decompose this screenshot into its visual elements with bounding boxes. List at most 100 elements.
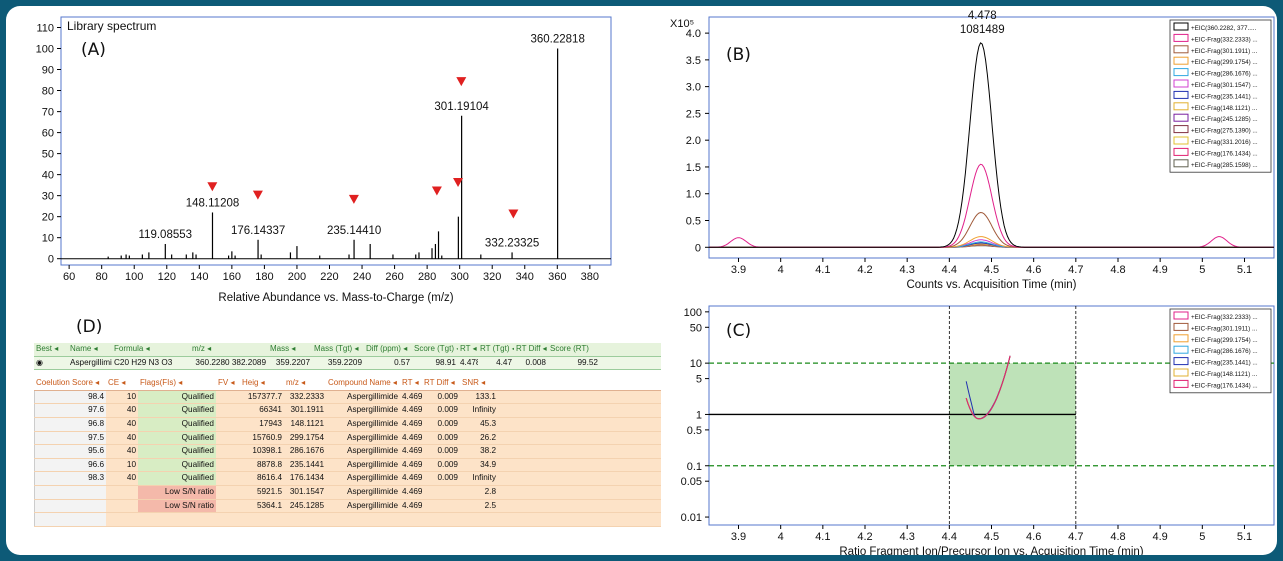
- fragment-marker: [508, 209, 519, 219]
- column-header[interactable]: Name ◂: [70, 344, 98, 353]
- x-axis-label-a: Relative Abundance vs. Mass-to-Charge (m…: [218, 292, 453, 304]
- y-tick-label-b: 2.0: [686, 135, 701, 147]
- fragment-row[interactable]: Low S/N ratio 5364.1 245.1285 Aspergillimid…: [34, 499, 661, 514]
- fragment-cell: Aspergillimide: [347, 432, 398, 442]
- column-header[interactable]: FV ◂: [218, 378, 235, 388]
- x-tick-label-a: 240: [353, 271, 371, 283]
- legend-swatch-b: [1173, 45, 1189, 54]
- legend-label-b: +EIC-Frag(275.1390) ...: [1191, 128, 1258, 135]
- y-tick-label-b: 3.5: [686, 55, 701, 67]
- best-cell: 359.2209: [327, 357, 362, 367]
- y-tick-label-b: 4.0: [686, 28, 701, 40]
- legend-label-b: +EIC(360.2282, 377.....: [1191, 25, 1257, 32]
- fragment-row[interactable]: 98.4 10 Qualified 157377.7 332.2333 Aspergill…: [34, 390, 661, 405]
- peak-label: 235.14410: [327, 225, 381, 237]
- fragment-cell: [34, 499, 106, 513]
- fragment-cell: 4.469: [402, 405, 422, 415]
- chart-c: 0.01 0.05 0.1 0.5 1 5 10 50 100 3.9 4 4.1 4.2 4.3 4.4 4…: [681, 305, 1275, 555]
- legend-swatch-c: [1173, 334, 1189, 343]
- column-header[interactable]: SNR ◂: [462, 378, 486, 388]
- fragment-cell: [138, 513, 216, 526]
- x-tick-label-a: 260: [385, 271, 403, 283]
- x-tick-label-b: 4.7: [1068, 264, 1083, 276]
- column-header[interactable]: Best ◂: [36, 344, 59, 353]
- best-cell: 98.91: [435, 357, 457, 367]
- column-header[interactable]: CE ◂: [108, 378, 126, 388]
- x-tick-label-b: 4.8: [1110, 264, 1125, 276]
- fragment-cell: Aspergillimide: [347, 405, 398, 415]
- fragment-cell: 245.1285: [289, 500, 324, 510]
- column-header[interactable]: Coelution Score ◂: [36, 378, 100, 388]
- fragment-cell: Qualified: [138, 472, 216, 485]
- x-tick-label-a: 180: [255, 271, 273, 283]
- x-tick-label-c: 4.1: [815, 531, 830, 543]
- y-tick-label-a: 40: [42, 170, 54, 182]
- column-header[interactable]: Score (RT): [550, 344, 589, 353]
- x-tick-label-a: 100: [125, 271, 143, 283]
- best-radio[interactable]: ◉: [36, 357, 44, 367]
- column-header[interactable]: Mass (Tgt) ◂: [314, 344, 359, 353]
- legend-swatch-b: [1173, 102, 1189, 111]
- fragment-row[interactable]: Low S/N ratio 5921.5 301.1547 Aspergillimid…: [34, 485, 661, 500]
- fragment-cell: Aspergillimide: [347, 391, 398, 401]
- column-header[interactable]: Formula ◂: [114, 344, 150, 353]
- y-tick-label-a: 50: [42, 149, 54, 161]
- y-tick-label-b: 1.0: [686, 189, 701, 201]
- column-header[interactable]: Diff (ppm) ◂: [366, 344, 408, 353]
- fragment-row[interactable]: 97.6 40 Qualified 66341 301.1911 Aspergillimi…: [34, 404, 661, 418]
- fragment-row[interactable]: [34, 513, 661, 527]
- fragment-row[interactable]: 98.3 40 Qualified 8616.4 176.1434 Aspergillim…: [34, 472, 661, 486]
- legend-label-b: +EIC-Frag(285.1598) ...: [1191, 162, 1258, 169]
- fragment-cell: 176.1434: [289, 473, 324, 483]
- fragment-cell: [106, 513, 138, 526]
- x-tick-label-c: 4.6: [1026, 531, 1041, 543]
- fragment-marker: [456, 77, 467, 87]
- fragment-cell: 95.6: [34, 445, 106, 458]
- legend-label-c: +EIC-Frag(299.1754) ...: [1191, 337, 1258, 344]
- fragment-cell: [460, 513, 498, 526]
- column-header[interactable]: RT Diff ◂: [516, 344, 547, 353]
- best-hit-row: ◉ AspergillimideC20 H29 N3 O3 360.2280 382…: [34, 356, 661, 371]
- legend-label-c: +EIC-Frag(235.1441) ...: [1191, 360, 1258, 367]
- fragment-cell: 4.469: [402, 500, 422, 510]
- fragment-cell: [422, 486, 460, 499]
- fragment-cell: [422, 500, 460, 513]
- column-header[interactable]: m/z ◂: [192, 344, 212, 353]
- column-header[interactable]: Compound Name ◂: [328, 378, 397, 388]
- fragment-row[interactable]: 95.6 40 Qualified 10398.1 286.1676 Aspergilli…: [34, 445, 661, 459]
- column-header[interactable]: m/z ◂: [286, 378, 306, 388]
- x-tick-label-b: 4.1: [815, 264, 830, 276]
- fragment-cell: [34, 513, 106, 526]
- column-header[interactable]: Mass ◂: [270, 344, 296, 353]
- column-header[interactable]: Heig ◂: [242, 378, 265, 388]
- fragment-cell: 148.1121: [290, 418, 324, 428]
- fragment-cell: Qualified: [138, 404, 216, 417]
- column-header[interactable]: Flags(FIs) ◂: [140, 378, 183, 388]
- column-header[interactable]: RT ◂: [460, 344, 477, 353]
- x-tick-label-b: 5: [1199, 264, 1205, 276]
- legend-label-c: +EIC-Frag(332.2333) ...: [1191, 314, 1258, 321]
- fragment-cell: [106, 486, 138, 499]
- best-cell: 360.2280 382.2089: [195, 357, 266, 367]
- y-tick-label-a: 60: [42, 128, 54, 140]
- fragment-cell: 301.1911: [290, 405, 324, 415]
- x-tick-label-a: 160: [223, 271, 241, 283]
- y-tick-label-a: 90: [42, 65, 54, 77]
- column-header[interactable]: RT Diff ◂: [424, 378, 455, 388]
- x-tick-label-a: 320: [483, 271, 501, 283]
- y-tick-label-a: 0: [48, 254, 54, 266]
- peak-area-label: 1081489: [960, 24, 1005, 36]
- fragment-row[interactable]: 96.6 10 Qualified 8878.8 235.1441 Aspergillim…: [34, 458, 661, 473]
- x-tick-label-b: 4.9: [1153, 264, 1168, 276]
- fragment-row[interactable]: 97.5 40 Qualified 15760.9 299.1754 Aspergilli…: [34, 431, 661, 446]
- column-header[interactable]: RT (Tgt) ◂: [480, 344, 514, 353]
- fragment-cell: 133.1: [475, 391, 497, 401]
- fragment-cell: 38.2: [480, 446, 496, 456]
- fragment-row[interactable]: 96.8 40 Qualified 17943 148.1121 Aspergillimi…: [34, 417, 661, 432]
- y-tick-label-a: 20: [42, 212, 54, 224]
- column-header[interactable]: Score (Tgt) ◂: [414, 344, 458, 353]
- legend-label-b: +EIC-Frag(332.2333) ...: [1191, 36, 1258, 43]
- fragment-cell: 332.2333: [289, 391, 324, 401]
- column-header[interactable]: RT ◂: [402, 378, 419, 388]
- fragment-cell: 40: [126, 473, 136, 483]
